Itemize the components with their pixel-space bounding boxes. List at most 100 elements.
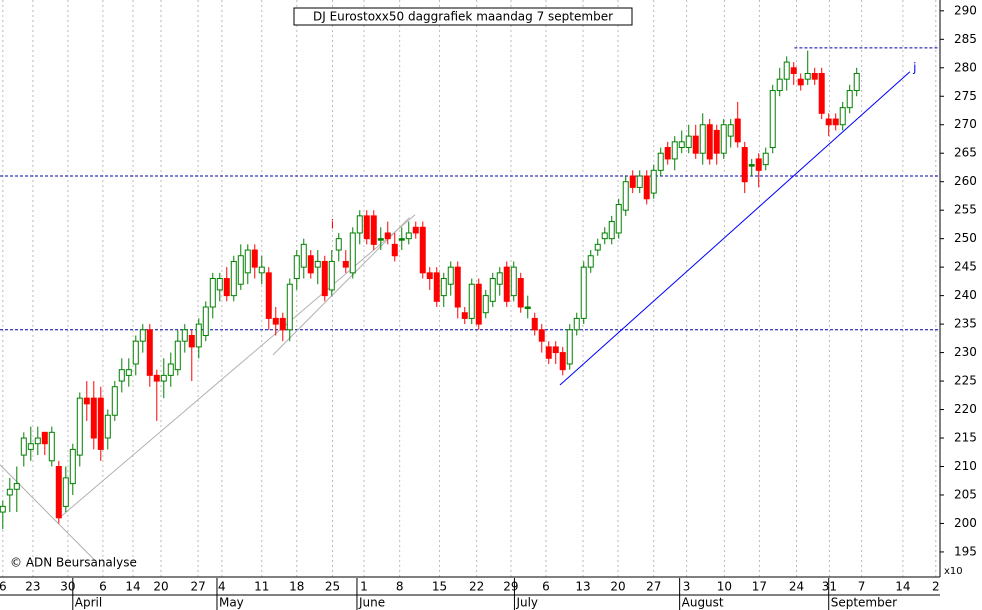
- candle-body: [615, 203, 622, 234]
- candle-body: [321, 260, 328, 297]
- x-tick-label: 4: [218, 580, 226, 594]
- candle-body: [153, 374, 160, 382]
- x-tick-label: 6: [542, 580, 550, 594]
- candle-body: [328, 260, 335, 291]
- x-tick-label: 6: [99, 580, 107, 594]
- y-tick-label: 250: [954, 231, 977, 245]
- candle-body: [748, 164, 755, 167]
- x-tick-label: 18: [289, 580, 304, 594]
- candle-body: [286, 283, 293, 331]
- candle-body: [447, 266, 454, 285]
- x-tick-label: 20: [153, 580, 168, 594]
- candle-body: [580, 266, 587, 319]
- candle-body: [734, 118, 741, 143]
- candle-body: [482, 295, 489, 314]
- candle-body: [566, 329, 573, 365]
- x-tick-label: 11: [254, 580, 269, 594]
- y-tick-label: 225: [954, 374, 977, 388]
- x-tick-label: 3: [683, 580, 691, 594]
- y-tick-label: 245: [954, 260, 977, 274]
- candle-body: [545, 346, 552, 359]
- x-tick-label: 25: [325, 580, 340, 594]
- trend-line: [0, 464, 95, 561]
- candle-body: [83, 397, 90, 405]
- month-label: July: [515, 596, 538, 610]
- candle-body: [846, 90, 853, 109]
- x-tick-label: 22: [469, 580, 484, 594]
- x-tick-label: 31: [822, 580, 837, 594]
- y-tick-label: 195: [954, 544, 977, 558]
- candle-body: [692, 135, 699, 154]
- annotation: j: [912, 60, 916, 74]
- candle-body: [125, 369, 132, 376]
- candle-body: [307, 255, 314, 274]
- candle-body: [223, 278, 230, 297]
- candle-body: [174, 340, 181, 371]
- candle-body: [622, 181, 629, 211]
- candle-body: [524, 306, 531, 310]
- candle-body: [195, 323, 202, 348]
- candle-body: [272, 317, 279, 325]
- candle-body: [258, 266, 265, 274]
- candle-body: [314, 260, 321, 268]
- candle-body: [293, 255, 300, 280]
- candle-body: [755, 158, 762, 171]
- y-tick-label: 260: [954, 174, 977, 188]
- x-tick-label: 17: [752, 580, 767, 594]
- candle-body: [601, 232, 608, 240]
- candle-body: [384, 232, 391, 240]
- candle-body: [62, 477, 69, 507]
- candle-body: [706, 124, 713, 160]
- candle-body: [398, 238, 405, 241]
- candle-body: [657, 152, 664, 171]
- candle-body: [132, 340, 139, 365]
- candle-body: [503, 266, 510, 302]
- candle-body: [300, 243, 307, 268]
- candle-body: [559, 352, 566, 371]
- y-tick-label: 265: [954, 146, 977, 160]
- x-tick-label: 13: [575, 580, 590, 594]
- candle-body: [188, 334, 195, 348]
- x-tick-label: 29: [503, 580, 518, 594]
- annotation: i: [331, 217, 334, 231]
- candle-body: [41, 431, 48, 445]
- y-tick-label: 235: [954, 317, 977, 331]
- candle-body: [342, 260, 349, 268]
- month-label: August: [682, 596, 724, 610]
- plot: ij: [0, 47, 940, 561]
- candle-body: [531, 317, 538, 331]
- candle-body: [237, 255, 244, 285]
- candle-body: [433, 272, 440, 302]
- candle-body: [34, 437, 41, 445]
- candle-body: [76, 397, 83, 456]
- candle-body: [13, 483, 20, 490]
- candle-body: [629, 175, 636, 188]
- candle-body: [251, 249, 258, 268]
- y-tick-label: 205: [954, 487, 977, 501]
- candle-body: [279, 317, 286, 331]
- candle-body: [776, 78, 783, 92]
- candle-body: [55, 465, 62, 519]
- candle-body: [27, 443, 34, 450]
- candle-body: [636, 175, 643, 188]
- candle-body: [489, 278, 496, 302]
- candle-body: [818, 72, 825, 114]
- candle-body: [405, 232, 412, 240]
- candle-body: [363, 215, 370, 240]
- candle-body: [160, 374, 167, 382]
- candle-body: [573, 317, 580, 331]
- scale-note: x10: [944, 566, 963, 577]
- candle-body: [699, 124, 706, 154]
- x-tick-label: 14: [895, 580, 910, 594]
- candle-body: [650, 169, 657, 194]
- trend-line: [59, 214, 416, 519]
- candle-body: [97, 397, 104, 450]
- candle-body: [475, 283, 482, 325]
- candle-body: [538, 329, 545, 342]
- candle-body: [6, 488, 13, 496]
- y-tick-label: 240: [954, 288, 977, 302]
- candle-body: [811, 72, 818, 80]
- candle-body: [349, 232, 356, 274]
- x-tick-label: 23: [25, 580, 40, 594]
- candle-body: [825, 118, 832, 126]
